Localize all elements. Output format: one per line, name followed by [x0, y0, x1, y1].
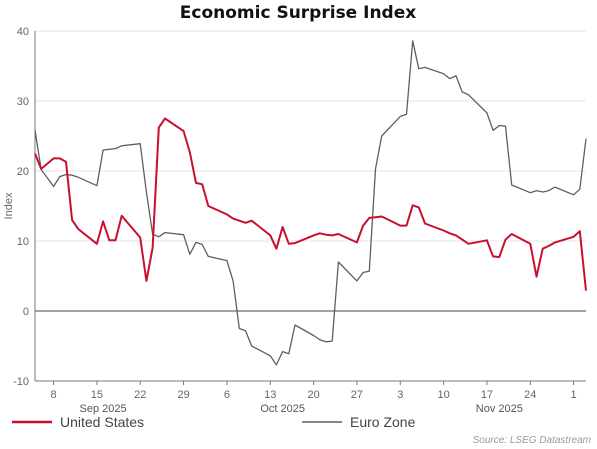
y-tick-label: 0 [23, 306, 29, 318]
source-note: Source: LSEG Datastream [473, 435, 591, 446]
x-tick-label: 17 [481, 389, 493, 401]
x-tick-label: 1 [571, 389, 577, 401]
series-line-united-states [34, 117, 587, 291]
y-tick-label: -10 [13, 376, 29, 388]
y-tick-label: 20 [17, 166, 29, 178]
grid-lines [35, 30, 586, 382]
x-tick-label: 6 [224, 389, 230, 401]
y-tick-label: 10 [17, 236, 29, 248]
x-tick-label: 8 [51, 389, 57, 401]
legend-label-united-states: United States [60, 414, 144, 430]
x-tick-label: 20 [307, 389, 319, 401]
x-month-label: Oct 2025 [260, 403, 305, 415]
axes: -10 0 10 20 30 40 8 15 22 29 6 13 20 27 3 10 17 24 1 Sep 20… [3, 26, 586, 415]
x-tick-label: 22 [134, 389, 146, 401]
x-tick-label: 13 [264, 389, 276, 401]
legend: United States Euro Zone [12, 414, 416, 430]
x-tick-label: 10 [437, 389, 449, 401]
series-lines [34, 40, 587, 366]
x-tick-label: 15 [91, 389, 103, 401]
x-tick-label: 24 [524, 389, 536, 401]
y-tick-label: 40 [17, 26, 29, 38]
x-tick-label: 29 [177, 389, 189, 401]
x-tick-label: 27 [351, 389, 363, 401]
x-month-label: Nov 2025 [476, 403, 523, 415]
x-tick-label: 3 [397, 389, 403, 401]
y-tick-label: 30 [17, 96, 29, 108]
series-line-euro-zone [34, 40, 587, 366]
y-axis-label: Index [3, 192, 15, 219]
chart-title: Economic Surprise Index [180, 3, 416, 23]
x-month-label: Sep 2025 [80, 403, 127, 415]
legend-label-euro-zone: Euro Zone [350, 414, 416, 430]
